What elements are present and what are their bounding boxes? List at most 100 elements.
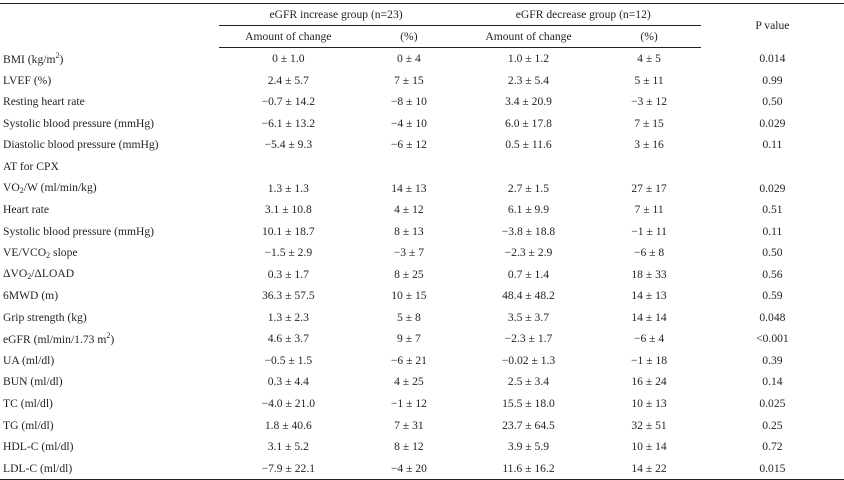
row-label: 6MWD (m) bbox=[0, 285, 219, 307]
row-label-subscript: 2 bbox=[27, 272, 32, 282]
row-label: Grip strength (kg) bbox=[0, 307, 219, 329]
decrease-amount-cell bbox=[460, 156, 598, 178]
p-value-cell: 0.59 bbox=[762, 289, 783, 303]
header-row-subcols: Amount of change (%) Amount of change (%… bbox=[0, 25, 844, 48]
decrease-amount-cell: 2.3 ± 5.4 bbox=[507, 73, 550, 87]
increase-percent-cell: 0 ± 4 bbox=[397, 52, 421, 66]
table-header: eGFR increase group (n=23) eGFR decrease… bbox=[0, 3, 844, 48]
p-value-cell: 0.048 bbox=[759, 310, 786, 324]
decrease-percent-cell: 3 ± 16 bbox=[634, 138, 664, 152]
decrease-percent-cell: 14 ± 14 bbox=[631, 310, 667, 324]
decrease-percent-cell: 5 ± 11 bbox=[634, 73, 664, 87]
increase-amount-cell: 0 ± 1.0 bbox=[272, 52, 305, 66]
header-row-groups: eGFR increase group (n=23) eGFR decrease… bbox=[0, 3, 844, 48]
table-row: VO2/W (ml/min/kg) 1.3 ± 1.3 14 ± 13 2.7 ± 1… bbox=[0, 177, 844, 199]
row-label-subscript: 2 bbox=[19, 186, 24, 196]
row-label-text: TG (ml/dl) bbox=[3, 418, 54, 432]
increase-percent-cell: −3 ± 7 bbox=[393, 246, 425, 260]
row-label-text: VO bbox=[3, 181, 20, 195]
increase-percent-cell: 8 ± 13 bbox=[394, 224, 424, 238]
table-row: UA (ml/dl) −0.5 ± 1.5 −6 ± 21 −0.02 ± 1.3 −1… bbox=[0, 350, 844, 372]
row-label-text: AT for CPX bbox=[3, 160, 59, 173]
p-value-cell: 0.029 bbox=[759, 116, 786, 130]
increase-percent-cell: −1 ± 12 bbox=[390, 397, 427, 411]
p-value-cell: 0.014 bbox=[759, 52, 786, 66]
decrease-amount-cell: 11.6 ± 16.2 bbox=[459, 457, 598, 480]
decrease-percent-cell: 14 ± 22 bbox=[597, 457, 701, 480]
row-label-suffix: ) bbox=[110, 333, 115, 347]
increase-amount-cell: 2.4 ± 5.7 bbox=[267, 73, 309, 87]
table-row: LDL-C (ml/dl) −7.9 ± 22.1 −4 ± 20 11.6 ± 16… bbox=[0, 457, 844, 480]
decrease-percent-cell: −6 ± 4 bbox=[633, 332, 665, 346]
row-label-text: UA (ml/dl) bbox=[3, 353, 55, 367]
increase-amount-cell: −0.7 ± 14.2 bbox=[261, 95, 316, 109]
increase-amount-cell: 1.3 ± 2.3 bbox=[267, 310, 309, 324]
decrease-amount-cell: 6.0 ± 17.8 bbox=[505, 116, 552, 130]
increase-percent-cell: −6 ± 21 bbox=[390, 353, 427, 367]
table-row: AT for CPX bbox=[0, 156, 844, 178]
p-value-cell: 0.14 bbox=[762, 375, 783, 389]
row-label: Resting heart rate bbox=[0, 91, 219, 113]
row-label-suffix: slope bbox=[50, 245, 78, 259]
row-label: eGFR (ml/min/1.73 m2) bbox=[0, 328, 219, 350]
table-row: VE/VCO2 slope −1.5 ± 2.9 −3 ± 7 −2.3 ± 2.9 −… bbox=[0, 242, 844, 264]
row-label: BUN (ml/dl) bbox=[0, 371, 219, 393]
decrease-amount-cell: 15.5 ± 18.0 bbox=[502, 397, 555, 411]
increase-amount-cell: −0.5 ± 1.5 bbox=[264, 353, 313, 367]
row-label-suffix: ) bbox=[59, 53, 64, 67]
increase-percent-cell: 5 ± 8 bbox=[397, 310, 421, 324]
decrease-percent-cell: 7 ± 11 bbox=[634, 203, 664, 217]
increase-amount-cell: −6.1 ± 13.2 bbox=[261, 116, 316, 130]
row-label: VO2/W (ml/min/kg) bbox=[0, 177, 219, 199]
p-value-cell: 0.51 bbox=[762, 203, 783, 217]
row-label-suffix: /W (ml/min/kg) bbox=[23, 181, 97, 195]
row-label: LDL-C (ml/dl) bbox=[0, 457, 219, 480]
row-label: TC (ml/dl) bbox=[0, 393, 219, 415]
increase-amount-cell: 36.3 ± 57.5 bbox=[261, 289, 315, 303]
decrease-amount-cell: 1.0 ± 1.2 bbox=[507, 52, 550, 66]
decrease-amount-cell: 6.1 ± 9.9 bbox=[507, 203, 550, 217]
decrease-amount-cell: 2.5 ± 3.4 bbox=[507, 375, 550, 389]
decrease-percent-cell: 16 ± 24 bbox=[631, 375, 667, 389]
decrease-amount-cell: 2.7 ± 1.5 bbox=[507, 181, 550, 195]
table-row: ΔVO2/ΔLOAD 0.3 ± 1.7 8 ± 25 0.7 ± 1.4 18 ± 3… bbox=[0, 263, 844, 285]
increase-percent-cell: 9 ± 7 bbox=[397, 332, 421, 346]
increase-amount-cell: 10.1 ± 18.7 bbox=[261, 224, 315, 238]
row-label-text: ΔVO bbox=[3, 267, 28, 281]
row-label: Heart rate bbox=[0, 199, 219, 221]
p-value-cell: 0.029 bbox=[759, 181, 786, 195]
increase-amount-cell: −5.4 ± 9.3 bbox=[264, 138, 313, 152]
row-label-superscript: 2 bbox=[55, 51, 60, 61]
row-label-text: Grip strength (kg) bbox=[3, 310, 87, 324]
increase-percent-cell: 14 ± 13 bbox=[391, 181, 427, 195]
increase-amount-cell: 0.3 ± 1.7 bbox=[267, 267, 309, 281]
increase-amount-cell: −4.0 ± 21.0 bbox=[261, 397, 316, 411]
increase-amount-cell: −7.9 ± 22.1 bbox=[218, 457, 359, 480]
p-value-cell: 0.25 bbox=[762, 418, 783, 432]
decrease-amount-cell: 3.9 ± 5.9 bbox=[507, 440, 550, 454]
increase-percent-cell bbox=[358, 156, 460, 178]
row-label-text: Heart rate bbox=[3, 203, 50, 217]
row-label-text: BUN (ml/dl) bbox=[3, 375, 63, 389]
table-row: eGFR (ml/min/1.73 m2) 4.6 ± 3.7 9 ± 7 −2.3 … bbox=[0, 328, 844, 350]
row-label: BMI (kg/m2) bbox=[0, 48, 219, 70]
increase-percent-cell: −8 ± 10 bbox=[390, 95, 427, 109]
row-label-text: TC (ml/dl) bbox=[3, 397, 53, 411]
decrease-percent-cell: −1 ± 18 bbox=[631, 353, 668, 367]
header-blank bbox=[0, 3, 219, 48]
p-value-cell: <0.001 bbox=[756, 332, 789, 346]
decrease-percent-cell: 32 ± 51 bbox=[631, 418, 667, 432]
increase-percent-cell: 8 ± 25 bbox=[394, 267, 424, 281]
p-value-cell: 0.72 bbox=[762, 440, 783, 454]
decrease-amount-cell: −2.3 ± 2.9 bbox=[504, 246, 553, 260]
table-row: Systolic blood pressure (mmHg) 10.1 ± 18.… bbox=[0, 220, 844, 242]
table-row: TG (ml/dl) 1.8 ± 40.6 7 ± 31 23.7 ± 64.5 32 … bbox=[0, 414, 844, 436]
row-label-text: HDL-C (ml/dl) bbox=[3, 440, 74, 454]
row-label: Diastolic blood pressure (mmHg) bbox=[0, 134, 219, 156]
increase-amount-cell: 1.3 ± 1.3 bbox=[267, 181, 309, 195]
p-value-cell: 0.50 bbox=[762, 246, 783, 260]
increase-percent-cell: 10 ± 15 bbox=[391, 289, 427, 303]
header-dec-amount: Amount of change bbox=[459, 25, 598, 48]
increase-percent-cell: 8 ± 12 bbox=[394, 440, 424, 454]
increase-amount-cell: 4.6 ± 3.7 bbox=[267, 332, 309, 346]
